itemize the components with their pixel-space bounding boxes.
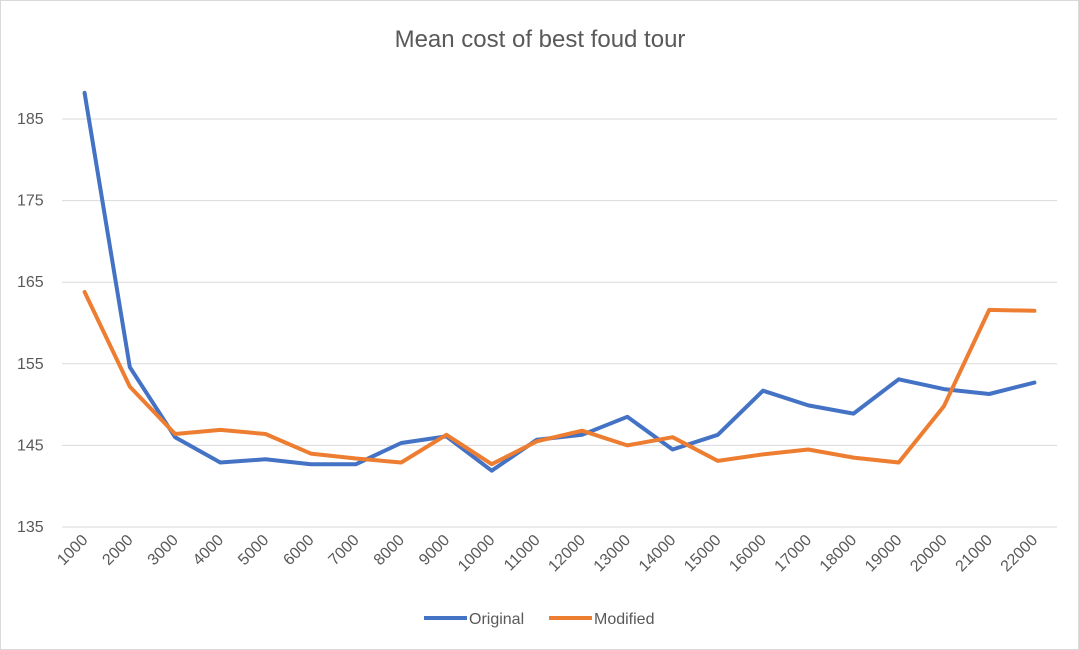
x-tick-label: 17000 xyxy=(772,532,816,576)
legend-label-modified: Modified xyxy=(594,611,654,628)
x-tick-label: 1000 xyxy=(54,532,91,569)
x-tick-label: 11000 xyxy=(501,532,544,575)
gridlines xyxy=(62,118,1057,528)
y-axis-ticks: 135 145 155 165 175 185 xyxy=(17,111,44,536)
y-tick-label: 135 xyxy=(17,519,44,536)
x-tick-label: 22000 xyxy=(998,532,1042,576)
x-tick-label: 5000 xyxy=(235,532,272,569)
x-tick-label: 12000 xyxy=(545,532,589,576)
series-lines xyxy=(82,90,1037,473)
x-tick-label: 6000 xyxy=(280,532,317,569)
x-tick-label: 16000 xyxy=(726,532,770,576)
y-tick-label: 145 xyxy=(17,437,44,454)
x-tick-label: 20000 xyxy=(907,532,951,576)
x-tick-label: 8000 xyxy=(371,532,408,569)
chart-title: Mean cost of best foud tour xyxy=(395,26,686,53)
y-tick-label: 165 xyxy=(17,274,44,291)
x-tick-label: 13000 xyxy=(591,532,635,576)
x-tick-label: 7000 xyxy=(326,532,363,569)
x-tick-label: 18000 xyxy=(817,532,861,576)
x-tick-label: 10000 xyxy=(455,532,499,576)
x-tick-label: 2000 xyxy=(99,532,136,569)
x-tick-label: 4000 xyxy=(190,532,227,569)
y-tick-label: 185 xyxy=(17,111,44,128)
x-tick-label: 14000 xyxy=(636,532,680,576)
series-line-modified xyxy=(82,290,1037,467)
legend: Original Modified xyxy=(424,611,654,628)
x-tick-label: 3000 xyxy=(145,532,182,569)
y-tick-label: 175 xyxy=(17,193,44,210)
legend-label-original: Original xyxy=(469,611,524,628)
x-tick-label: 21000 xyxy=(953,532,997,576)
x-axis-ticks: 1000 2000 3000 4000 5000 6000 7000 8000 9000 1000… xyxy=(54,532,1041,576)
x-tick-label: 15000 xyxy=(681,532,725,576)
x-tick-label: 19000 xyxy=(862,532,906,576)
x-tick-label: 9000 xyxy=(416,532,453,569)
y-tick-label: 155 xyxy=(17,356,44,373)
